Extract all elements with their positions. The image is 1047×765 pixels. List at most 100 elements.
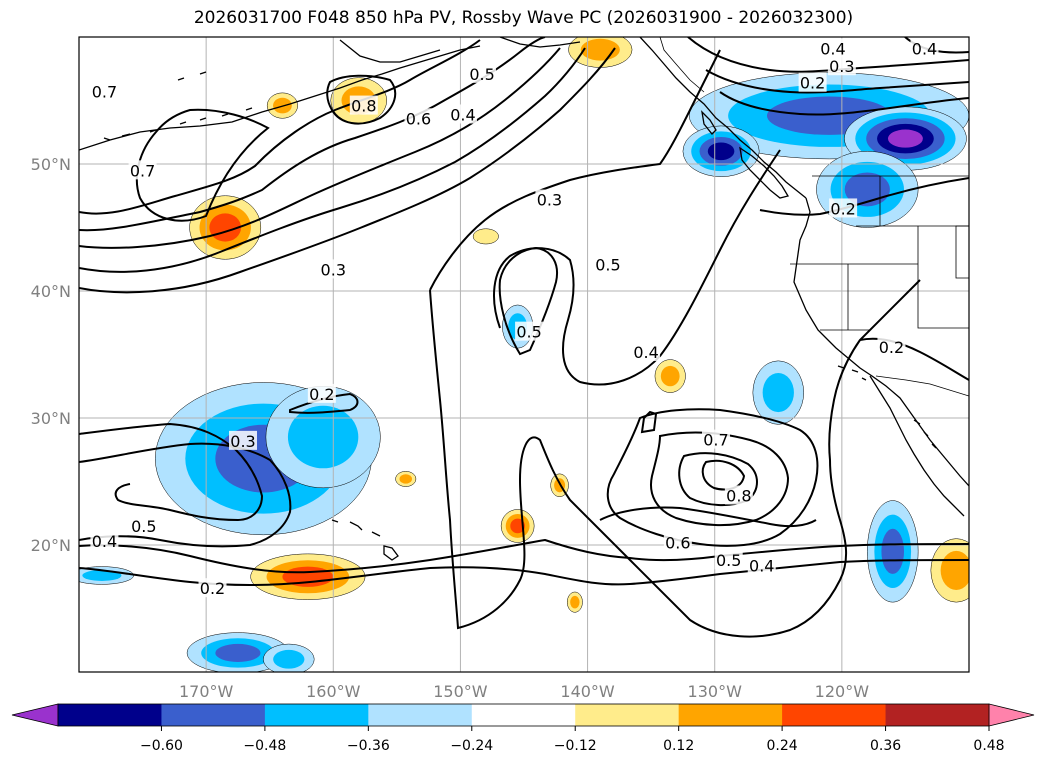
contour-label: 0.5 xyxy=(469,65,494,84)
contour-label: 0.8 xyxy=(726,486,751,505)
colorbar-tick-label: 0.12 xyxy=(663,738,694,754)
pc-anomaly-band xyxy=(273,649,305,669)
pc-anomaly-blob xyxy=(186,632,290,672)
contour-label-background xyxy=(663,532,692,552)
contour-label-background xyxy=(307,383,336,403)
pc-anomaly-blob xyxy=(867,500,919,603)
colorbar-segment xyxy=(264,704,369,726)
pc-anomaly-band xyxy=(707,142,735,161)
baja-california-coastline xyxy=(869,375,965,517)
colorbar-tick-label: −0.48 xyxy=(243,738,286,754)
contour-label: 0.2 xyxy=(309,385,334,404)
coastlines xyxy=(79,37,969,561)
pv-contour xyxy=(135,108,270,222)
pv-contour xyxy=(79,538,969,574)
pc-anomaly-blob xyxy=(654,359,686,393)
pv-contour xyxy=(79,47,616,294)
pv-contour xyxy=(719,91,969,116)
longitude-tick-label: 120°W xyxy=(815,682,870,701)
contour-label: 0.4 xyxy=(92,532,117,551)
pv-contour xyxy=(687,37,969,73)
pc-anomaly-blob xyxy=(79,566,134,585)
axis-tick-labels: 170°W 160°W 150°W 140°W 130°W 120°W 50°N 40°N 30… xyxy=(31,155,870,701)
latitude-tick-label: 50°N xyxy=(31,155,71,174)
colorbar-ticks: −0.60 −0.48 −0.36 −0.24 −0.12 0.12 0.24 0.36 0.4… xyxy=(140,726,1005,754)
contour-label: 0.4 xyxy=(450,105,475,124)
us-state-borders xyxy=(790,176,969,331)
pc-anomaly-band xyxy=(762,373,794,413)
longitude-tick-label: 150°W xyxy=(433,682,488,701)
contour-label-background xyxy=(128,160,157,180)
contour-label-background xyxy=(829,198,858,218)
colorbar-outline xyxy=(57,703,990,727)
longitude-tick-label: 170°W xyxy=(179,682,234,701)
contour-label-background xyxy=(747,555,776,575)
contour-label-background xyxy=(593,254,622,274)
pv-contour xyxy=(79,422,264,522)
contour-label-background xyxy=(198,578,227,598)
pc-anomaly-band xyxy=(82,570,122,581)
pv-contour xyxy=(79,47,586,273)
pc-anomaly-band xyxy=(570,595,580,609)
contour-label: 0.6 xyxy=(406,109,431,128)
colorbar-extend-high xyxy=(988,703,1035,727)
north-america-west-coastline xyxy=(793,197,969,487)
pv-contour xyxy=(79,47,561,249)
longitude-tick-label: 160°W xyxy=(306,682,361,701)
contour-label-background xyxy=(515,321,544,341)
pc-anomaly-band xyxy=(287,405,359,469)
colorbar-segment xyxy=(575,704,680,726)
pv-contour xyxy=(705,69,969,94)
map-frame xyxy=(78,36,970,673)
contour-label: 0.3 xyxy=(321,260,346,279)
colorbar-tick-label: −0.24 xyxy=(450,738,493,754)
contour-label-background xyxy=(701,429,730,449)
colorbar-segment xyxy=(58,704,162,726)
contour-label-background xyxy=(90,81,119,101)
us-mexico-border xyxy=(875,375,969,397)
pc-anomaly-blob xyxy=(682,125,760,177)
contour-label-background xyxy=(468,63,497,83)
contour-label: 0.7 xyxy=(703,431,728,450)
contour-label-background xyxy=(818,38,847,58)
contour-label: 0.8 xyxy=(351,97,376,116)
pc-anomaly-blob xyxy=(752,360,804,425)
contour-label: 0.4 xyxy=(820,39,845,58)
colorbar-segment xyxy=(782,704,887,726)
alaska-canada-border xyxy=(659,37,705,93)
pv-contour xyxy=(606,408,819,547)
pv-contour xyxy=(759,177,969,216)
hawaii-islands-coastline xyxy=(331,519,399,561)
pc-anomaly-blob xyxy=(566,591,583,613)
contour-label: 0.4 xyxy=(633,343,658,362)
pv-contour xyxy=(493,149,781,386)
pc-anomaly-blob xyxy=(395,471,417,487)
pc-anomaly-blob xyxy=(263,643,315,672)
pc-anomaly-band xyxy=(215,643,261,662)
map-title: 2026031700 F048 850 hPa PV, Rossby Wave … xyxy=(193,8,854,28)
colorbar-segment xyxy=(678,704,783,726)
contour-label: 0.3 xyxy=(537,191,562,210)
contour-label: 0.6 xyxy=(665,533,690,552)
contour-labels: 0.70.70.80.60.50.40.30.30.50.50.40.20.30… xyxy=(90,38,939,598)
contour-label-background xyxy=(798,72,827,92)
colorbar-segment xyxy=(471,704,576,726)
contour-label-background xyxy=(535,189,564,209)
gulf-of-california-islands-coastline xyxy=(913,419,937,449)
contour-label: 0.2 xyxy=(830,199,855,218)
pv-contour xyxy=(79,37,546,232)
colorbar-segment xyxy=(161,704,266,726)
latitude-tick-label: 40°N xyxy=(31,282,71,301)
contour-label-background xyxy=(448,104,477,124)
contour-label: 0.7 xyxy=(92,83,117,102)
pv-contour xyxy=(640,410,658,434)
colorbar: −0.60 −0.48 −0.36 −0.24 −0.12 0.12 0.24 0.36 0.4… xyxy=(11,703,1035,754)
colorbar-segment xyxy=(368,704,473,726)
colorbar-tick-label: −0.12 xyxy=(554,738,597,754)
colorbar-tick-label: −0.60 xyxy=(140,738,183,754)
latitude-tick-label: 30°N xyxy=(31,409,71,428)
contour-label-background xyxy=(827,56,856,76)
contour-label: 0.4 xyxy=(749,556,774,575)
alaska-coastline xyxy=(79,37,807,199)
pc-anomaly-band xyxy=(510,518,525,534)
